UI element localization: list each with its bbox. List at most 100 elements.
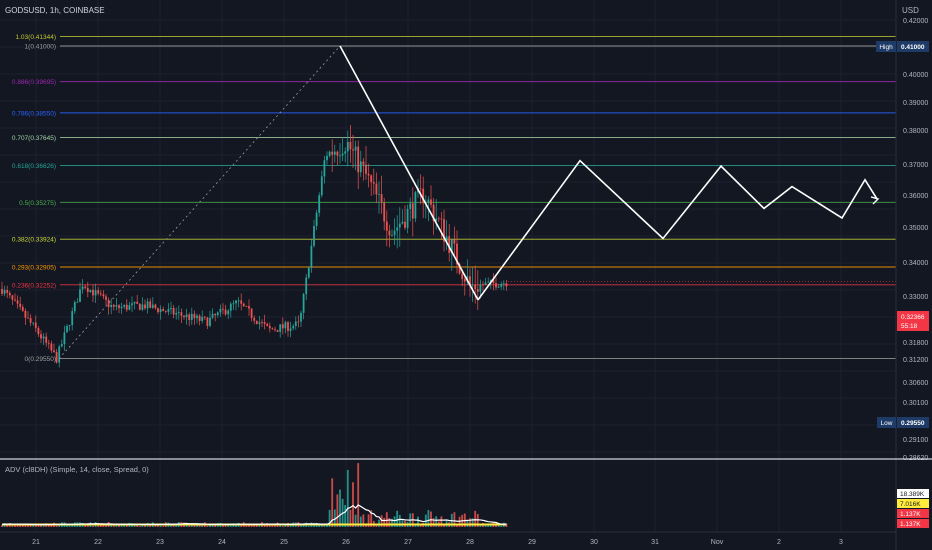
candle-body: [242, 303, 245, 307]
indicator-bar: [352, 482, 354, 527]
indicator-bar: [440, 516, 443, 527]
candle-body: [492, 279, 495, 284]
fib-level-label: 0(0.29550): [25, 356, 56, 363]
candle-body: [430, 199, 432, 205]
candle-body: [443, 219, 445, 242]
time-axis[interactable]: 21 22 23 24 25 26 27 28 29 30 31 Nov 2 3: [32, 539, 843, 546]
candle-body: [1, 288, 3, 294]
candle-body: [86, 287, 89, 292]
candle-body: [89, 289, 92, 292]
price-axis-label: 0.33000: [903, 294, 928, 301]
indicator-bar: [500, 525, 503, 527]
time-axis-label: 22: [94, 539, 102, 546]
candle-body: [393, 230, 396, 236]
candle-body: [79, 289, 81, 302]
candle-body: [463, 279, 466, 282]
candle-body: [71, 311, 74, 326]
time-axis-label: 24: [218, 539, 226, 546]
indicator-bar: [34, 525, 37, 527]
indicator-bar: [398, 514, 401, 527]
candle-body: [479, 284, 482, 292]
indicator-bar: [50, 524, 53, 527]
candle-body: [331, 151, 334, 155]
projection-drop-line[interactable]: [339, 45, 479, 301]
indicator-bar: [209, 525, 211, 527]
candle-body: [133, 301, 136, 304]
indicator-bar: [162, 525, 165, 527]
indicator-bar: [144, 524, 146, 527]
candle-body: [336, 151, 339, 156]
indicator-bar: [328, 509, 331, 527]
time-axis-label: 29: [528, 539, 536, 546]
candle-body: [458, 264, 461, 274]
price-axis-label: 0.31800: [903, 340, 928, 347]
candle-body: [8, 292, 11, 296]
time-axis-label: 3: [839, 539, 843, 546]
candle-body: [45, 336, 48, 343]
candle-body: [471, 284, 474, 286]
indicator-title[interactable]: ADV (cl8DH) (Simple, 14, close, Spread, …: [5, 465, 149, 474]
candle-body: [484, 282, 487, 285]
candle-body: [105, 296, 107, 300]
indicator-bar: [497, 524, 500, 527]
candle-body: [339, 155, 341, 157]
candle-body: [310, 245, 313, 268]
candle-body: [287, 322, 289, 331]
candle-body: [159, 309, 162, 313]
candle-body: [99, 293, 102, 295]
indicator-bar: [385, 512, 388, 527]
candle-body: [193, 313, 196, 319]
candle-body: [11, 295, 14, 300]
candle-body: [92, 289, 94, 296]
price-axis-label: 0.30600: [903, 380, 928, 387]
candle-body: [177, 312, 180, 314]
candle-body: [211, 313, 214, 318]
candle-body: [419, 188, 422, 190]
candle-body: [385, 221, 388, 231]
candle-body: [32, 322, 35, 324]
indicator-bar: [198, 525, 201, 527]
candle-body: [102, 294, 105, 297]
currency-label: USD: [902, 6, 919, 15]
trend-line-dashed[interactable]: [58, 45, 341, 359]
candle-body: [391, 235, 393, 236]
symbol-title: GODSUSD, 1h, COINBASE: [5, 6, 105, 15]
indicator-bar: [55, 525, 58, 527]
candle-body: [146, 301, 149, 309]
indicator-bar: [453, 512, 456, 527]
candle-body: [14, 299, 16, 301]
candle-body: [482, 284, 484, 286]
price-axis-label: 0.39000: [903, 100, 928, 107]
candle-body: [110, 304, 113, 308]
candle-body: [344, 151, 347, 154]
drawings[interactable]: [58, 45, 896, 359]
candles: [1, 124, 508, 368]
projection-zigzag[interactable]: [477, 159, 878, 301]
candle-body: [266, 323, 269, 326]
indicator-bar: [125, 525, 128, 527]
candle-body: [487, 281, 490, 283]
indicator-bar: [240, 525, 243, 527]
fib-level-label: 0.5(0.35275): [19, 200, 56, 207]
indicator-bar: [1, 525, 3, 527]
fib-level-label: 0.293(0.32905): [12, 264, 56, 271]
candle-body: [240, 300, 243, 304]
candle-body: [346, 141, 349, 152]
candle-body: [274, 329, 276, 331]
candle-body: [354, 146, 357, 151]
indicator-bar: [320, 524, 323, 527]
indicator-bar: [289, 524, 292, 527]
high-tag-value: 0.41000: [901, 44, 925, 51]
candle-body: [281, 324, 284, 329]
candle-body: [107, 299, 110, 308]
candle-body: [380, 194, 383, 203]
fib-retracement[interactable]: 1.03(0.41344) 1(0.41000) 0.886(0.39695) 0.7…: [12, 34, 896, 363]
indicator-bar: [271, 525, 274, 527]
indicator-bar: [222, 525, 224, 527]
indicator-bar: [279, 524, 282, 527]
candle-body: [170, 307, 172, 310]
candle-body: [474, 284, 477, 290]
fib-level-label: 0.236(0.32252): [12, 282, 56, 289]
